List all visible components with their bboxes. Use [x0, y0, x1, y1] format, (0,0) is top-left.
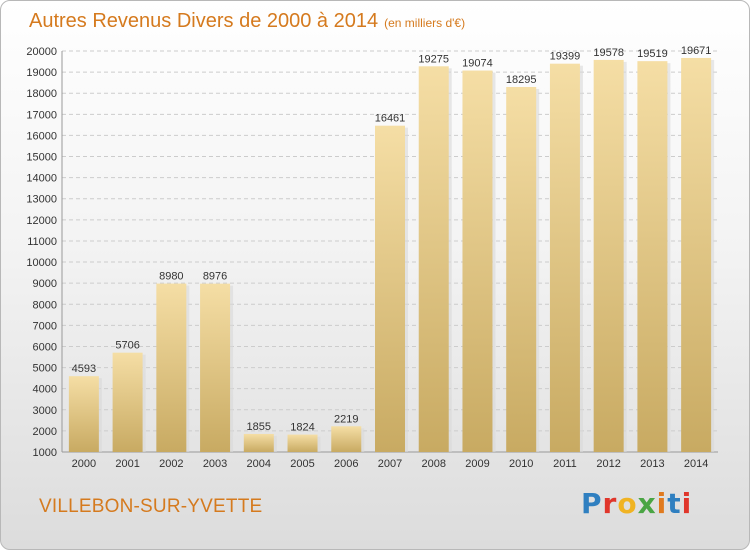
- data-label: 19275: [418, 53, 449, 65]
- bar-2001: [112, 352, 143, 452]
- y-tick-label: 7000: [33, 320, 57, 332]
- data-label: 19671: [681, 45, 712, 57]
- bar-2006: [331, 426, 362, 452]
- y-tick-label: 12000: [26, 215, 57, 227]
- x-tick-label: 2007: [378, 458, 402, 470]
- x-tick-label: 2006: [334, 458, 358, 470]
- x-tick-label: 2004: [247, 458, 271, 470]
- x-tick-label: 2013: [640, 458, 664, 470]
- bar-2014: [681, 57, 712, 452]
- y-tick-label: 19000: [26, 67, 57, 79]
- bar-2003: [200, 283, 231, 452]
- y-tick-label: 6000: [33, 341, 57, 353]
- y-tick-label: 14000: [26, 173, 57, 185]
- x-tick-label: 2001: [115, 458, 139, 470]
- data-label: 8980: [159, 271, 183, 283]
- x-tick-label: 2000: [72, 458, 96, 470]
- data-label: 1824: [290, 422, 314, 434]
- data-label: 2219: [334, 413, 358, 425]
- chart-title-text: Autres Revenus Divers de 2000 à 2014: [29, 10, 379, 32]
- data-label: 16461: [375, 113, 406, 125]
- y-tick-label: 15000: [26, 152, 57, 164]
- data-label: 19519: [637, 48, 668, 60]
- data-label: 18295: [506, 74, 537, 86]
- data-label: 19399: [550, 51, 581, 63]
- bar-2002: [156, 283, 187, 452]
- proxiti-logo[interactable]: Proxiti: [581, 487, 692, 520]
- y-tick-label: 16000: [26, 130, 57, 142]
- y-tick-label: 9000: [33, 278, 57, 290]
- x-tick-label: 2010: [509, 458, 533, 470]
- y-tick-label: 20000: [26, 46, 57, 58]
- logo-letter: i: [681, 487, 693, 520]
- logo-letter: x: [637, 487, 657, 520]
- y-tick-label: 3000: [33, 405, 57, 417]
- y-tick-label: 1000: [33, 447, 57, 459]
- bar-2010: [506, 86, 537, 453]
- bar-2011: [549, 63, 580, 452]
- x-tick-label: 2014: [684, 458, 708, 470]
- logo-letter: t: [667, 487, 682, 520]
- x-tick-label: 2002: [159, 458, 183, 470]
- y-tick-label: 13000: [26, 194, 57, 206]
- logo-letter: o: [617, 487, 638, 520]
- bar-2007: [375, 125, 405, 452]
- data-label: 19578: [593, 47, 624, 59]
- y-tick-label: 4000: [33, 384, 57, 396]
- x-tick-label: 2005: [290, 458, 314, 470]
- x-tick-label: 2009: [465, 458, 489, 470]
- y-tick-label: 8000: [33, 299, 57, 311]
- bar-2008: [418, 66, 449, 452]
- data-label: 4593: [72, 363, 96, 375]
- data-label: 5706: [115, 340, 139, 352]
- y-tick-label: 18000: [26, 88, 57, 100]
- y-tick-label: 11000: [27, 236, 57, 248]
- bar-2009: [462, 70, 493, 453]
- bar-2013: [637, 61, 668, 452]
- logo-letter: r: [602, 487, 618, 520]
- x-tick-label: 2012: [596, 458, 620, 470]
- logo-letter: P: [581, 487, 603, 520]
- y-tick-label: 17000: [26, 109, 57, 121]
- chart-subtitle: (en milliers d'€): [384, 16, 466, 30]
- chart-title: Autres Revenus Divers de 2000 à 2014 (en …: [29, 10, 465, 33]
- x-tick-label: 2008: [421, 458, 445, 470]
- y-tick-label: 2000: [33, 426, 57, 438]
- x-tick-label: 2003: [203, 458, 227, 470]
- y-tick-label: 5000: [33, 363, 57, 375]
- data-label: 19074: [462, 58, 493, 70]
- data-label: 8976: [203, 271, 227, 283]
- data-label: 1855: [247, 421, 271, 433]
- city-name: VILLEBON-SUR-YVETTE: [39, 496, 263, 517]
- y-tick-label: 10000: [26, 257, 57, 269]
- bar-2005: [287, 434, 318, 452]
- x-tick-label: 2011: [553, 458, 577, 470]
- bar-2004: [243, 433, 274, 452]
- logo-letter: i: [656, 487, 668, 520]
- bar-2000: [68, 376, 99, 452]
- bar-2012: [593, 59, 624, 452]
